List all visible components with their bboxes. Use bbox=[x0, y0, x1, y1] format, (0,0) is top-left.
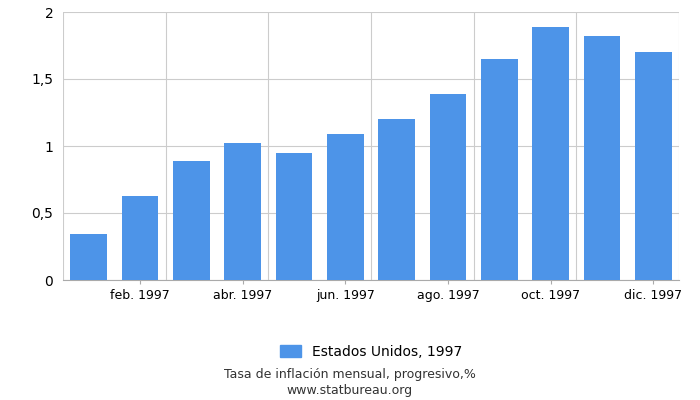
Bar bbox=[584, 36, 620, 280]
Legend: Estados Unidos, 1997: Estados Unidos, 1997 bbox=[274, 339, 468, 364]
Text: Tasa de inflación mensual, progresivo,%: Tasa de inflación mensual, progresivo,% bbox=[224, 368, 476, 381]
Bar bbox=[173, 161, 210, 280]
Bar bbox=[224, 143, 261, 280]
Bar bbox=[481, 59, 518, 280]
Bar bbox=[532, 27, 569, 280]
Bar bbox=[70, 234, 107, 280]
Bar bbox=[378, 119, 415, 280]
Bar bbox=[327, 134, 364, 280]
Bar bbox=[122, 196, 158, 280]
Text: www.statbureau.org: www.statbureau.org bbox=[287, 384, 413, 397]
Bar bbox=[276, 153, 312, 280]
Bar bbox=[635, 52, 672, 280]
Bar bbox=[430, 94, 466, 280]
